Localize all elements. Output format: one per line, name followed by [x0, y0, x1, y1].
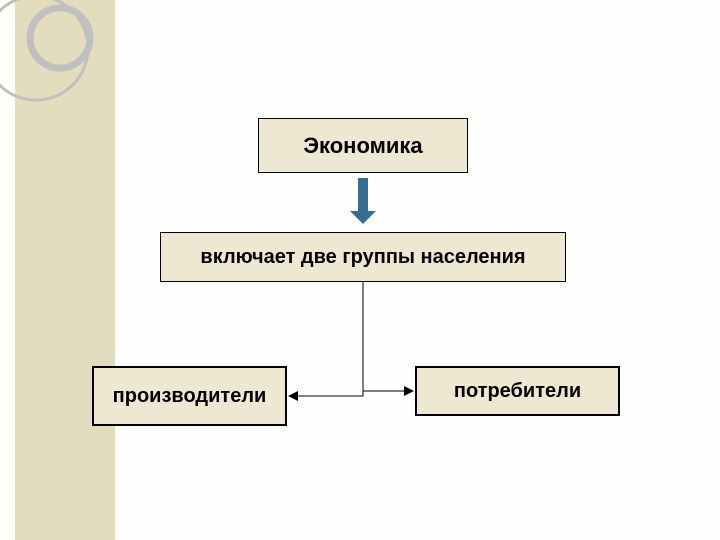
- connector-left: [289, 340, 363, 396]
- node-producers: производители: [92, 366, 287, 426]
- node-middle: включает две группы населения: [160, 232, 566, 282]
- node-consumers: потребители: [415, 366, 620, 416]
- connector-right: [363, 340, 413, 391]
- arrow-down-icon: [350, 178, 376, 224]
- node-mid-label: включает две группы населения: [200, 246, 525, 269]
- node-left-label: производители: [113, 385, 267, 408]
- node-root-label: Экономика: [303, 133, 422, 158]
- slide: Экономика включает две группы населения …: [0, 0, 720, 540]
- node-right-label: потребители: [454, 380, 581, 403]
- node-root: Экономика: [258, 118, 468, 173]
